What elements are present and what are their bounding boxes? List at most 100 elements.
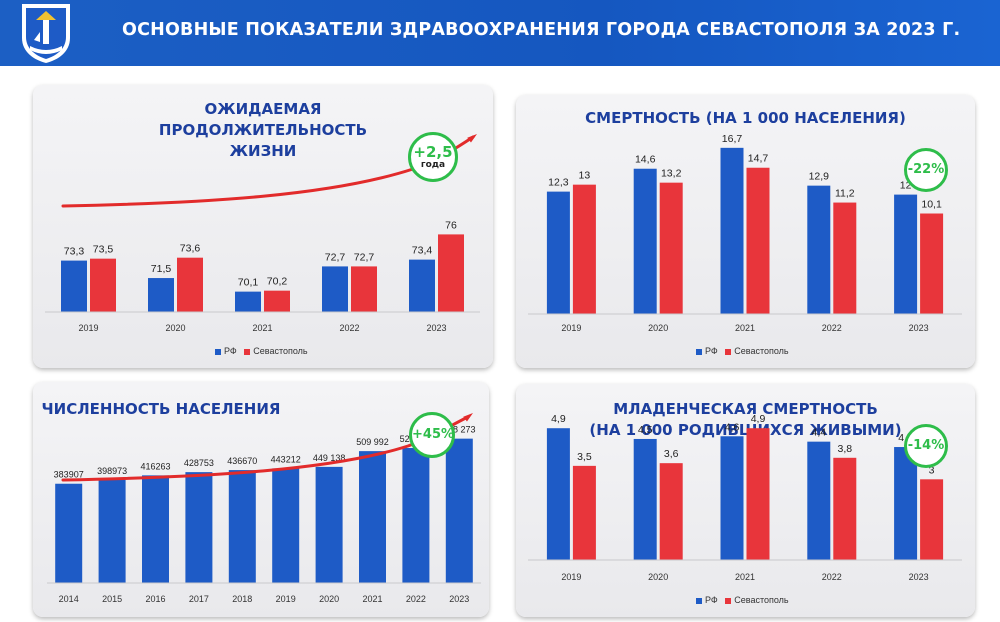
data-label: 10,1 (921, 199, 942, 211)
bar-population-2014 (55, 483, 83, 583)
x-tick-label: 2019 (561, 572, 581, 582)
bar-population-2015 (98, 479, 126, 583)
x-tick-label: 2019 (276, 594, 296, 604)
data-label: 12,3 (548, 177, 569, 189)
x-tick-label: 2014 (59, 594, 79, 604)
mortality-change-badge: -22% (904, 148, 948, 192)
x-tick-label: 2015 (102, 594, 122, 604)
x-tick-label: 2017 (189, 594, 209, 604)
bar-population-2022 (402, 448, 430, 583)
x-tick-label: 2023 (426, 323, 446, 333)
bar-population-2020 (315, 466, 343, 583)
bar-sevastopol-2023 (438, 234, 464, 312)
infant-change-badge: -14% (904, 424, 948, 468)
data-label: 73,3 (64, 246, 85, 258)
data-label: 4,6 (725, 421, 740, 433)
data-label: 398973 (97, 466, 127, 476)
population-growth-badge: +45% (409, 412, 455, 458)
bar-population-2023 (445, 438, 473, 583)
bar-sevastopol-2020 (659, 182, 683, 314)
life-legend: РФ Севастополь (215, 346, 313, 356)
infant-title-line1: МЛАДЕНЧЕСКАЯ СМЕРТНОСТЬ (613, 400, 878, 418)
data-label: 72,7 (354, 251, 375, 263)
bar-rf-2022 (807, 185, 831, 314)
mortality-badge-value: -22% (907, 162, 945, 177)
data-label: 73,4 (412, 245, 433, 257)
data-label: 436670 (227, 456, 257, 466)
data-label: 72,7 (325, 251, 346, 263)
data-label: 509 992 (356, 437, 389, 447)
life-panel-title: ОЖИДАЕМАЯ ПРОДОЛЖИТЕЛЬНОСТЬ ЖИЗНИ (33, 99, 493, 162)
infant-panel-title: МЛАДЕНЧЕСКАЯ СМЕРТНОСТЬ (НА 1 000 РОДИВШ… (516, 399, 975, 441)
infant-title-line2: (НА 1 000 РОДИВШИХСЯ ЖИВЫМИ) (589, 421, 902, 439)
bar-rf-2022 (807, 441, 831, 560)
bar-sevastopol-2019 (90, 258, 116, 312)
data-label: 70,1 (238, 277, 259, 289)
data-label: 4,5 (638, 424, 653, 436)
bar-sevastopol-2021 (264, 290, 290, 312)
legend-item-rf: РФ (696, 595, 718, 605)
legend-item-sevastopol: Севастополь (244, 346, 308, 356)
x-tick-label: 2021 (735, 572, 755, 582)
legend-item-sevastopol: Севастополь (725, 346, 789, 356)
life-expectancy-chart: 73,3 73,5 2019 71,5 73,6 2020 70,1 70,2 2021 72,7… (45, 134, 480, 333)
data-label: 428753 (184, 458, 214, 468)
data-label: 73,6 (180, 243, 201, 255)
x-tick-label: 2020 (319, 594, 339, 604)
infant-badge-value: -14% (907, 438, 945, 453)
bar-rf-2019 (546, 191, 570, 314)
bar-rf-2019 (546, 428, 570, 560)
bar-sevastopol-2021 (746, 428, 770, 560)
x-tick-label: 2019 (561, 323, 581, 333)
life-title-line3: ЖИЗНИ (229, 142, 297, 160)
mortality-panel-title: СМЕРТНОСТЬ (НА 1 000 НАСЕЛЕНИЯ) (585, 109, 906, 127)
data-label: 558 273 (443, 425, 476, 435)
data-label: 16,7 (722, 133, 743, 145)
data-label: 12 (900, 180, 912, 192)
legend-item-rf: РФ (696, 346, 718, 356)
x-tick-label: 2022 (822, 323, 842, 333)
bar-sevastopol-2020 (659, 463, 683, 560)
data-label: 4,4 (811, 427, 826, 439)
population-chart: 383907 2014 398973 2015 416263 2016 428753 2017… (47, 413, 481, 604)
x-tick-label: 2021 (362, 594, 382, 604)
data-label: 443212 (271, 454, 301, 464)
x-tick-label: 2022 (406, 594, 426, 604)
x-tick-label: 2022 (822, 572, 842, 582)
infant-mortality-chart: 4,9 3,5 2019 4,5 3,6 2020 4,6 4,9 2021 4,4 3,8 2022… (528, 413, 962, 582)
bar-sevastopol-2020 (177, 257, 203, 312)
bar-sevastopol-2022 (833, 457, 857, 560)
bar-sevastopol-2023 (920, 213, 944, 314)
life-badge-unit: года (420, 160, 446, 170)
trend-arrow-head (467, 134, 477, 143)
x-tick-label: 2021 (252, 323, 272, 333)
data-label: 14,7 (748, 153, 769, 165)
bar-sevastopol-2021 (746, 167, 770, 314)
data-label: 416263 (140, 461, 170, 471)
bar-rf-2020 (148, 278, 174, 312)
bar-rf-2020 (633, 438, 657, 560)
bar-rf-2023 (894, 447, 918, 560)
x-tick-label: 2019 (78, 323, 98, 333)
data-label: 14,6 (635, 154, 656, 166)
bar-sevastopol-2019 (572, 465, 596, 560)
mortality-panel: СМЕРТНОСТЬ (НА 1 000 НАСЕЛЕНИЯ) 12,3 13 20… (516, 95, 975, 368)
data-label: 13,2 (661, 168, 682, 180)
life-title-line2: ПРОДОЛЖИТЕЛЬНОСТЬ (158, 121, 368, 139)
bar-rf-2021 (720, 147, 744, 314)
sevastopol-emblem-icon (22, 4, 70, 63)
infant-legend: РФ Севастополь (696, 595, 794, 605)
data-label: 3,6 (664, 448, 679, 460)
data-label: 13 (579, 170, 591, 182)
mortality-chart: 12,3 13 2019 14,6 13,2 2020 16,7 14,7 2021 12,9 11… (528, 133, 962, 333)
data-label: 11,2 (835, 188, 855, 200)
bar-population-2017 (185, 472, 213, 583)
bar-population-2021 (359, 451, 386, 583)
bar-rf-2020 (633, 168, 657, 314)
data-label: 449 138 (313, 453, 346, 463)
data-label: 71,5 (151, 263, 172, 275)
x-tick-label: 2016 (145, 594, 165, 604)
infant-mortality-panel: МЛАДЕНЧЕСКАЯ СМЕРТНОСТЬ (НА 1 000 РОДИВШ… (516, 384, 975, 617)
legend-item-sevastopol: Севастополь (725, 595, 789, 605)
data-label: 76 (445, 219, 457, 231)
